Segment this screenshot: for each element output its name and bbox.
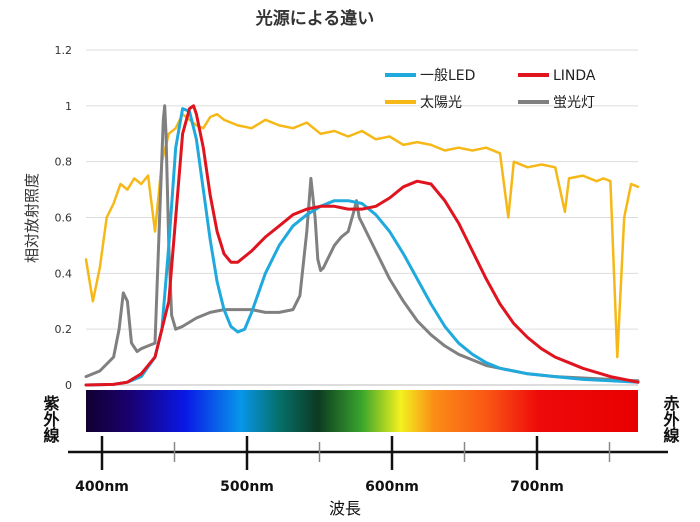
y-tick-label: 0.8: [55, 156, 73, 169]
y-axis-label: 相対放射照度: [23, 173, 41, 263]
spectrum-bar: [86, 390, 638, 432]
wl-tick-label-400: 400nm: [75, 479, 129, 495]
ir-label: 赤外線: [661, 394, 681, 444]
wavelength-ticks: 400nm 500nm 600nm 700nm: [75, 436, 609, 495]
legend-label-linda: LINDA: [553, 68, 596, 84]
series-lines: [86, 106, 638, 385]
wl-tick-label-700: 700nm: [510, 479, 564, 495]
y-tick-label: 1.2: [55, 44, 73, 57]
chart-title: 光源による違い: [255, 8, 375, 29]
spectrum-chart: 光源による違い 相対放射照度 0 0.2 0.4 0.6 0.8 1 1.2 一般LED L…: [0, 0, 700, 522]
y-tick-label: 0.6: [55, 212, 73, 225]
legend: 一般LED LINDA 太陽光 蛍光灯: [385, 68, 596, 111]
legend-label-led: 一般LED: [420, 68, 475, 84]
y-tick-labels: 0 0.2 0.4 0.6 0.8 1 1.2: [55, 44, 73, 392]
legend-label-sunlight: 太陽光: [420, 95, 462, 111]
wl-tick-label-600: 600nm: [365, 479, 419, 495]
wl-tick-label-500: 500nm: [220, 479, 274, 495]
legend-label-fluorescent: 蛍光灯: [553, 95, 595, 111]
x-axis-label: 波長: [329, 499, 361, 518]
uv-label: 紫外線: [41, 394, 61, 444]
y-tick-label: 1: [65, 100, 72, 113]
series-line-0: [86, 109, 638, 385]
y-tick-label: 0.2: [55, 323, 73, 336]
y-tick-label: 0: [65, 379, 72, 392]
y-tick-label: 0.4: [55, 267, 73, 280]
